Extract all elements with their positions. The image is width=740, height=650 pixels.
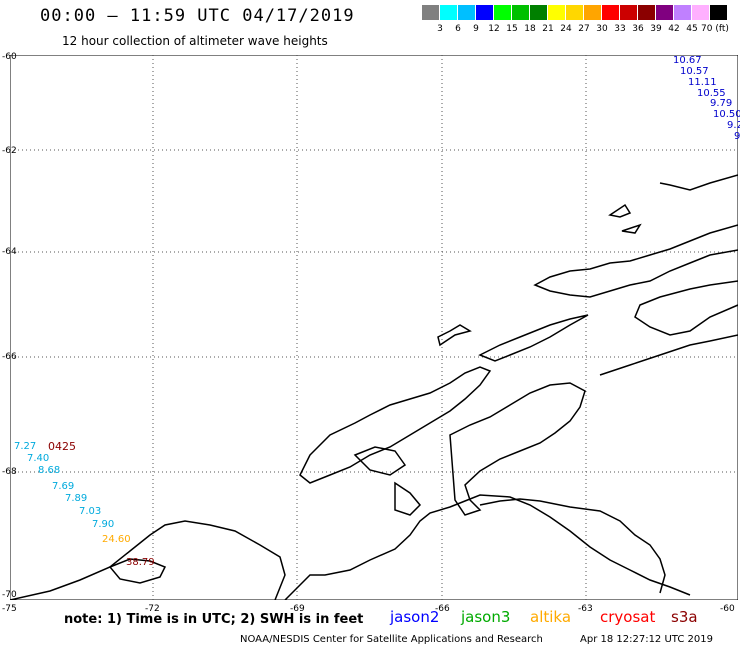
scale-tick-label: 24 [560,24,572,34]
wave-height-obs: 7.89 [65,493,88,504]
lon-label: -60 [720,604,735,614]
scale-tick-label: 39 [650,24,662,34]
wave-height-obs: 7.27 [14,441,37,452]
wave-height-obs: 9.2 [727,120,740,131]
lat-label: -62 [2,146,17,156]
color-swatch [530,5,547,20]
wave-height-obs: 7.40 [27,453,50,464]
scale-tick-label: 6 [455,24,461,34]
scale-tick-label: 9 [473,24,479,34]
graticule [10,55,738,600]
map-border [10,55,738,600]
scale-tick-label: 12 [488,24,500,34]
color-swatch [692,5,709,20]
satellite-label-s3a: s3a [671,608,698,626]
wave-height-obs: 7.69 [52,481,75,492]
scale-tick-label: 27 [578,24,590,34]
wave-height-obs: 24.60 [102,534,131,545]
color-swatch [512,5,529,20]
color-swatch [494,5,511,20]
color-swatch [440,5,457,20]
satellite-label-jason3: jason3 [461,608,511,626]
wave-height-obs: 10.55 [697,88,726,99]
color-swatch [656,5,673,20]
satellite-label-cryosat: cryosat [600,608,656,626]
scale-tick-label: 45 [686,24,698,34]
lon-label: -63 [578,604,593,614]
wave-height-obs: 7.90 [92,519,115,530]
color-swatch [674,5,691,20]
wave-height-obs: 10.67 [673,55,702,66]
color-swatch [638,5,655,20]
lon-label: -72 [145,604,160,614]
footer-timestamp: Apr 18 12:27:12 UTC 2019 [580,634,713,645]
wave-height-obs: 9 [734,131,740,142]
wave-height-obs: 11.11 [688,77,717,88]
color-swatch [566,5,583,20]
notes-text: note: 1) Time is in UTC; 2) SWH is in fe… [64,612,364,627]
scale-tick-label: 36 [632,24,644,34]
scale-tick-label: 30 [596,24,608,34]
lat-label: -64 [2,247,17,257]
scale-tick-label: 3 [437,24,443,34]
map-canvas[interactable] [10,55,738,600]
scale-tick-label: 21 [542,24,554,34]
color-swatch [584,5,601,20]
color-swatch [548,5,565,20]
wave-height-obs: 10.57 [680,66,709,77]
lon-label: -69 [290,604,305,614]
scale-tick-label: 15 [506,24,518,34]
lat-label: -70 [2,590,17,600]
wave-height-color-scale: 3 6 9 12 15 18 21 24 27 30 33 36 39 42 45 70 (ft) [422,5,729,35]
satellite-label-jason2: jason2 [390,608,440,626]
satellite-label-altika: altika [530,608,572,626]
color-swatch [422,5,439,20]
lat-label: -68 [2,467,17,477]
footer-credit: NOAA/NESDIS Center for Satellite Applica… [240,634,543,645]
color-swatch [710,5,727,20]
color-swatch [458,5,475,20]
chart-subtitle: 12 hour collection of altimeter wave hei… [62,34,328,48]
lon-label: -75 [2,604,17,614]
wave-height-obs: 38.79 [126,557,155,568]
lat-label: -66 [2,352,17,362]
wave-height-obs: 8.68 [38,465,61,476]
coastline [10,174,738,600]
wave-height-obs: 7.03 [79,506,102,517]
scale-tick-label: 18 [524,24,536,34]
scale-tick-label: 42 [668,24,680,34]
chart-title: 00:00 – 11:59 UTC 04/17/2019 [40,6,355,26]
wave-height-obs: 10.50 [713,109,740,120]
lat-label: -60 [2,52,17,62]
color-swatch [476,5,493,20]
color-swatch [620,5,637,20]
scale-tick-label: 70 (ft) [701,24,729,34]
wave-height-obs: 9.79 [710,98,733,109]
lon-label: -66 [435,604,450,614]
pass-id-label: 0425 [48,440,76,453]
color-swatch [602,5,619,20]
scale-tick-label: 33 [614,24,626,34]
